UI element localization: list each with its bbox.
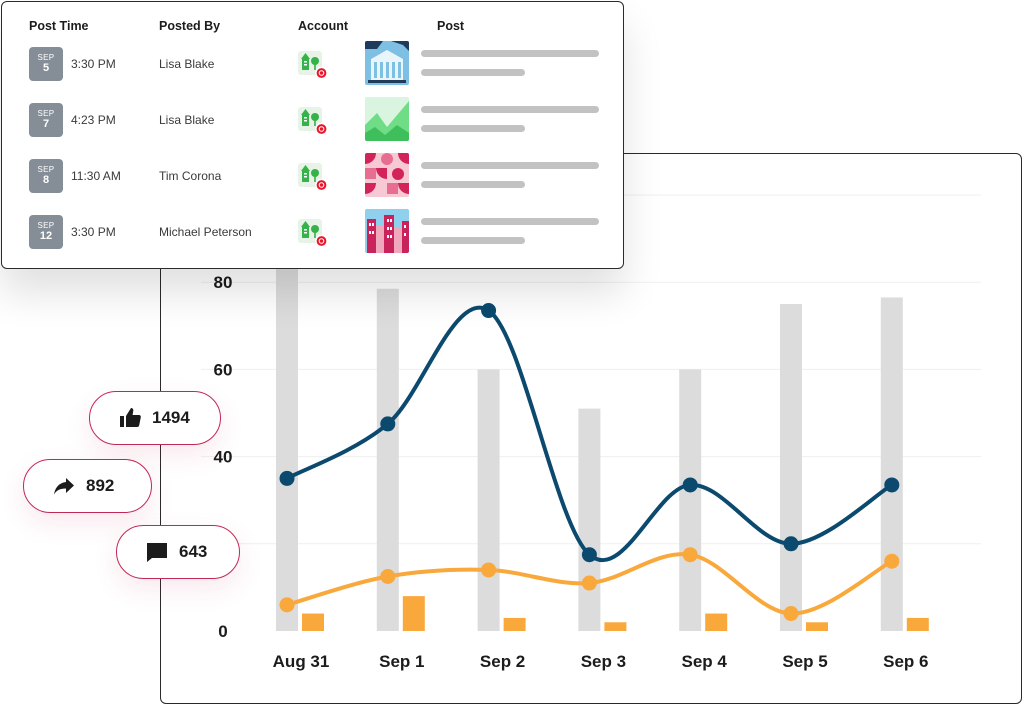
- posted-by: Lisa Blake: [159, 113, 215, 127]
- x-tick-label: Sep 6: [883, 652, 928, 671]
- x-tick-label: Sep 5: [782, 652, 827, 671]
- post-time: 3:30 PM: [71, 225, 116, 239]
- date-month: SEP: [37, 109, 55, 118]
- pinterest-icon: [315, 178, 328, 191]
- navy-data-point: [682, 477, 698, 493]
- shares-pill[interactable]: 892: [23, 459, 152, 513]
- orange-data-point: [581, 575, 597, 591]
- gray-bar: [679, 369, 702, 631]
- post-text-placeholder: [421, 181, 525, 188]
- pinterest-icon: [315, 66, 328, 79]
- post-time: 4:23 PM: [71, 113, 116, 127]
- post-text-placeholder: [421, 50, 599, 57]
- table-row[interactable]: SEP 12 3:30 PM Michael Peterson: [2, 209, 623, 255]
- navy-data-point: [581, 547, 597, 563]
- posted-by: Tim Corona: [159, 169, 222, 183]
- gray-bar: [276, 269, 298, 631]
- gray-bar: [780, 304, 802, 631]
- post-time: 11:30 AM: [71, 169, 121, 183]
- orange-data-point: [682, 547, 698, 563]
- navy-data-point: [783, 536, 799, 552]
- date-badge: SEP 7: [29, 103, 63, 137]
- orange-bar: [604, 622, 627, 631]
- post-text-placeholder: [421, 106, 599, 113]
- orange-bar: [503, 617, 526, 631]
- x-tick-label: Aug 31: [273, 652, 330, 671]
- gray-bar: [376, 288, 399, 631]
- store-icon: [298, 51, 328, 79]
- orange-data-point: [884, 553, 900, 569]
- x-tick-label: Sep 1: [379, 652, 424, 671]
- post-time: 3:30 PM: [71, 57, 116, 71]
- engagement-chart: 0 40 60 80 Aug 31 Sep 1 Sep 2 Sep 3 Sep 4 Sep 5 Se…: [201, 194, 981, 671]
- comments-count: 643: [179, 542, 208, 561]
- gray-bar: [880, 297, 903, 631]
- header-post-time: Post Time: [29, 19, 89, 33]
- orange-bar: [705, 613, 728, 631]
- post-thumbnail-pattern: [365, 153, 409, 197]
- header-posted-by: Posted By: [159, 19, 221, 33]
- pinterest-icon: [315, 122, 328, 135]
- store-icon: [298, 219, 328, 247]
- date-day: 12: [39, 230, 53, 242]
- table-row[interactable]: SEP 8 11:30 AM Tim Corona: [2, 153, 623, 199]
- orange-bar: [402, 596, 425, 631]
- y-tick-label: 60: [214, 360, 233, 379]
- orange-data-point: [481, 562, 497, 578]
- post-text-placeholder: [421, 162, 599, 169]
- y-tick-label: 0: [218, 622, 227, 641]
- date-badge: SEP 5: [29, 47, 63, 81]
- post-text-placeholder: [421, 237, 525, 244]
- share-arrow-icon: [54, 478, 74, 495]
- post-text-placeholder: [421, 125, 525, 132]
- date-month: SEP: [37, 221, 55, 230]
- thumbs-up-icon: [120, 408, 141, 427]
- pinterest-icon: [315, 234, 328, 247]
- date-badge: SEP 12: [29, 215, 63, 249]
- x-tick-label: Sep 4: [682, 652, 728, 671]
- post-text-placeholder: [421, 69, 525, 76]
- x-tick-label: Sep 3: [581, 652, 626, 671]
- likes-count: 1494: [152, 408, 190, 427]
- y-tick-label: 40: [214, 448, 233, 467]
- post-thumbnail-city: [365, 209, 409, 253]
- comment-icon: [147, 543, 167, 562]
- orange-data-point: [783, 606, 799, 622]
- navy-data-point: [279, 470, 295, 486]
- scheduled-posts-table: Post Time Posted By Account Post SEP 5 3…: [1, 1, 624, 269]
- orange-data-point: [380, 569, 396, 584]
- gray-bar: [477, 369, 500, 631]
- post-thumbnail-building: [365, 41, 409, 85]
- store-icon: [298, 163, 328, 191]
- gray-bar: [578, 408, 601, 631]
- navy-data-point: [884, 477, 900, 493]
- post-text-placeholder: [421, 218, 599, 225]
- navy-data-point: [380, 416, 396, 432]
- x-tick-label: Sep 2: [480, 652, 525, 671]
- store-icon: [298, 107, 328, 135]
- orange-bar: [906, 617, 929, 631]
- header-account: Account: [298, 19, 348, 33]
- orange-bar: [806, 622, 828, 631]
- date-day: 5: [42, 62, 50, 74]
- comments-pill[interactable]: 643: [116, 525, 240, 579]
- date-day: 7: [42, 118, 50, 130]
- posted-by: Lisa Blake: [159, 57, 215, 71]
- table-row[interactable]: SEP 7 4:23 PM Lisa Blake: [2, 97, 623, 143]
- header-post: Post: [437, 19, 465, 33]
- date-month: SEP: [37, 165, 55, 174]
- navy-data-point: [481, 303, 497, 319]
- date-badge: SEP 8: [29, 159, 63, 193]
- likes-pill[interactable]: 1494: [89, 391, 221, 445]
- y-tick-label: 80: [214, 273, 233, 292]
- date-day: 8: [42, 174, 50, 186]
- date-month: SEP: [37, 53, 55, 62]
- shares-count: 892: [86, 476, 115, 495]
- table-row[interactable]: SEP 5 3:30 PM Lisa Blake: [2, 41, 623, 87]
- post-thumbnail-mountains: [365, 97, 409, 141]
- posted-by: Michael Peterson: [159, 225, 252, 239]
- orange-bar: [302, 613, 324, 631]
- orange-data-point: [279, 597, 295, 613]
